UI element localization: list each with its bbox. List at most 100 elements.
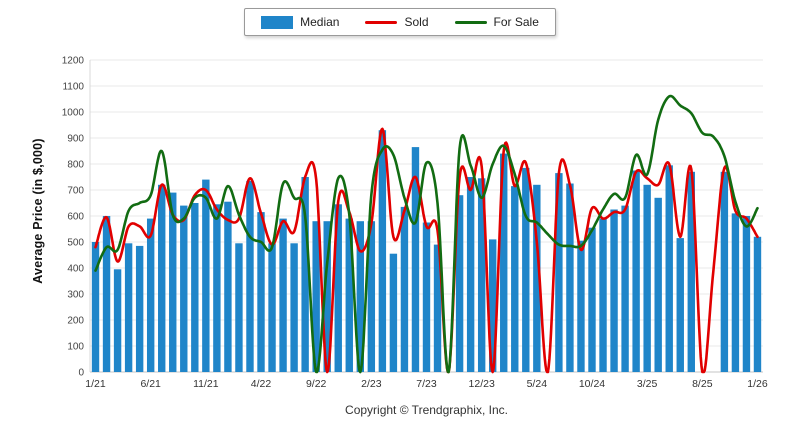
x-tick-label: 7/23 — [416, 378, 437, 390]
legend-item-sold[interactable]: Sold — [365, 15, 429, 29]
legend-item-forsale[interactable]: For Sale — [454, 15, 539, 29]
median-bar — [577, 240, 585, 372]
for-sale-line — [94, 94, 759, 374]
y-tick-label: 500 — [67, 238, 84, 249]
median-bar — [654, 197, 662, 372]
legend-item-median[interactable]: Median — [261, 15, 339, 29]
median-bar — [191, 203, 199, 372]
median-bar — [135, 245, 144, 372]
y-axis-title: Average Price (in $,000) — [31, 138, 45, 284]
x-tick-label: 8/25 — [692, 378, 713, 390]
forsale-line-swatch — [454, 20, 487, 24]
median-bar — [246, 180, 254, 372]
median-bar — [433, 244, 442, 372]
x-tick-label: 12/23 — [469, 378, 495, 390]
median-bar — [400, 206, 409, 372]
median-bar — [753, 236, 762, 372]
x-tick-label: 1/26 — [747, 378, 768, 390]
median-bars — [91, 130, 762, 372]
y-tick-label: 100 — [67, 342, 84, 353]
median-bar — [224, 201, 232, 372]
median-bar — [323, 221, 331, 372]
median-bar — [279, 218, 287, 372]
x-tick-label: 10/24 — [579, 378, 605, 390]
median-bar — [235, 243, 243, 372]
median-bar — [378, 130, 387, 372]
y-tick-label: 300 — [67, 290, 84, 301]
median-bar — [720, 171, 729, 372]
y-tick-label: 900 — [67, 134, 84, 145]
median-bar — [257, 212, 265, 372]
median-bar — [466, 177, 475, 372]
median-bar — [632, 170, 640, 372]
median-bar — [102, 216, 111, 372]
median-bar — [665, 165, 673, 372]
median-bar — [367, 221, 376, 372]
median-bar — [356, 221, 365, 372]
y-tick-label: 400 — [67, 264, 84, 275]
median-bar — [455, 195, 464, 372]
x-tick-label: 3/25 — [637, 378, 658, 390]
x-tick-label: 5/24 — [527, 378, 548, 390]
x-tick-label: 9/22 — [306, 378, 327, 390]
median-bar — [91, 242, 100, 372]
median-bar — [742, 216, 751, 372]
y-tick-label: 200 — [67, 316, 84, 327]
median-bar — [268, 243, 276, 372]
x-tick-label: 1/21 — [85, 378, 106, 390]
median-bar — [676, 238, 684, 372]
median-bar — [522, 167, 530, 372]
median-bar — [146, 218, 155, 372]
y-tick-label: 1000 — [62, 108, 85, 119]
median-bar — [555, 173, 563, 372]
sold-line — [94, 127, 759, 374]
legend-label-sold: Sold — [404, 15, 429, 29]
median-bar — [588, 227, 596, 372]
median-bar — [643, 184, 651, 372]
median-bar — [599, 218, 607, 372]
median-bar — [202, 179, 210, 372]
legend: Median Sold For Sale — [244, 8, 556, 36]
y-axis-ticks: 0 100 200 300 400 500 600 700 800 900 1000 1100 1200 — [62, 56, 85, 379]
copyright-text: Copyright © Trendgraphix, Inc. — [345, 403, 508, 417]
x-tick-label: 6/21 — [140, 378, 161, 390]
median-bar — [477, 178, 486, 372]
median-bar — [687, 171, 695, 372]
y-tick-label: 700 — [67, 186, 84, 197]
median-bar — [290, 243, 298, 372]
median-bar — [169, 192, 177, 372]
y-tick-label: 800 — [67, 160, 84, 171]
x-tick-label: 11/21 — [193, 378, 219, 390]
median-bar — [124, 243, 133, 372]
median-bar — [312, 221, 320, 372]
x-axis-ticks: 1/21 6/21 11/21 4/22 9/22 2/23 7/23 12/23 5/24 10… — [85, 378, 768, 390]
median-bar — [113, 269, 122, 372]
x-tick-label: 2/23 — [361, 378, 382, 390]
median-bar — [422, 222, 431, 372]
median-bar — [334, 204, 342, 372]
median-bar — [345, 218, 353, 372]
median-bar — [511, 186, 519, 372]
y-tick-label: 1100 — [62, 82, 84, 93]
y-tick-label: 600 — [67, 212, 84, 223]
median-bar — [488, 239, 497, 372]
y-tick-label: 0 — [78, 368, 84, 379]
legend-label-median: Median — [300, 15, 340, 29]
sold-line-swatch — [365, 20, 398, 24]
median-bar — [621, 205, 629, 372]
median-bar — [158, 184, 166, 372]
median-bar — [301, 177, 309, 372]
median-bar — [731, 213, 740, 372]
median-bar — [533, 184, 541, 372]
median-bar — [213, 204, 221, 372]
median-bar-swatch — [261, 15, 294, 29]
median-bar — [389, 253, 398, 372]
y-tick-label: 1200 — [62, 56, 85, 67]
legend-label-forsale: For Sale — [493, 15, 539, 29]
median-bar — [566, 183, 574, 372]
median-bar — [610, 209, 618, 372]
x-tick-label: 4/22 — [251, 378, 272, 390]
median-bar — [180, 205, 188, 372]
